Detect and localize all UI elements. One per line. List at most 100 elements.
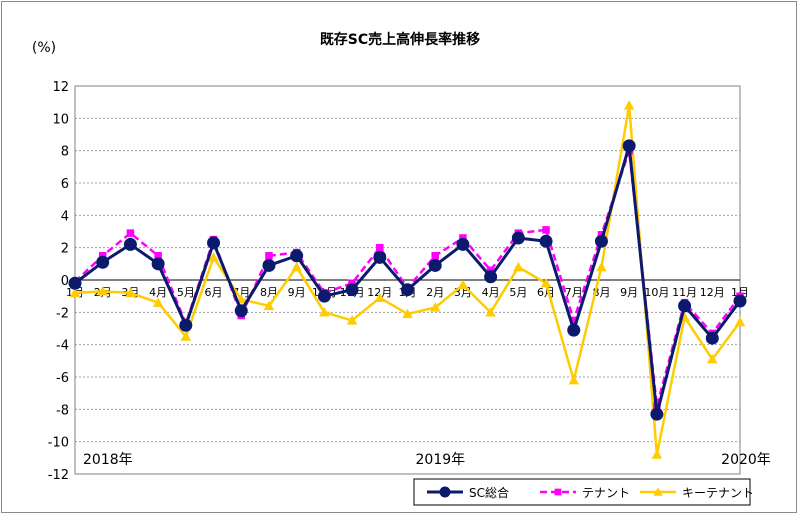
data-point bbox=[623, 100, 635, 110]
data-point bbox=[622, 139, 636, 153]
data-point bbox=[540, 277, 552, 288]
x-tick-label: 9月 bbox=[288, 286, 306, 299]
data-point bbox=[653, 487, 663, 496]
x-tick-label: 11月 bbox=[672, 286, 697, 299]
legend-label: テナント bbox=[582, 486, 630, 500]
y-tick-label: -10 bbox=[48, 436, 69, 451]
data-point bbox=[439, 486, 451, 498]
legend-entry: テナント bbox=[540, 486, 630, 500]
data-point bbox=[346, 315, 358, 325]
data-point bbox=[707, 353, 718, 364]
legend-entry: SC総合 bbox=[427, 485, 509, 500]
x-tick-label: 2月 bbox=[426, 286, 444, 299]
chart-title: 既存SC売上高伸長率推移 bbox=[320, 31, 480, 48]
x-tick-label: 10月 bbox=[644, 286, 669, 299]
data-point bbox=[511, 231, 525, 245]
x-tick-label: 6月 bbox=[205, 286, 223, 299]
series-2 bbox=[69, 100, 746, 459]
x-tick-label: 12月 bbox=[367, 286, 392, 299]
legend-label: キーテナント bbox=[682, 486, 754, 500]
data-point bbox=[457, 279, 469, 290]
data-point bbox=[567, 323, 581, 337]
data-point bbox=[485, 307, 496, 317]
data-point bbox=[594, 234, 608, 248]
x-tick-label: 6月 bbox=[537, 286, 555, 299]
data-point bbox=[69, 287, 81, 298]
data-point bbox=[705, 331, 719, 345]
x-tick-label: 12月 bbox=[700, 286, 725, 299]
data-point bbox=[428, 258, 442, 272]
data-point bbox=[345, 283, 359, 297]
year-label: 2020年 bbox=[721, 452, 771, 468]
y-tick-label: 4 bbox=[61, 209, 69, 224]
x-tick-label: 5月 bbox=[177, 286, 195, 299]
y-tick-label: -2 bbox=[56, 306, 69, 321]
series-line bbox=[74, 149, 742, 408]
data-point bbox=[513, 261, 524, 272]
data-point bbox=[733, 294, 747, 308]
data-point bbox=[179, 318, 193, 332]
data-point bbox=[651, 449, 663, 459]
series-lines bbox=[68, 100, 747, 459]
data-point bbox=[568, 374, 579, 385]
data-point bbox=[539, 234, 553, 248]
year-label: 2019年 bbox=[416, 452, 466, 468]
data-point bbox=[678, 299, 692, 313]
data-point bbox=[570, 316, 578, 325]
data-point bbox=[152, 297, 164, 307]
y-axis-label: (%) bbox=[32, 40, 56, 56]
y-tick-label: 12 bbox=[52, 80, 69, 95]
data-point bbox=[96, 255, 110, 269]
data-point bbox=[208, 252, 219, 262]
y-tick-label: -6 bbox=[56, 371, 69, 386]
data-point bbox=[151, 257, 165, 271]
x-tick-label: 8月 bbox=[260, 286, 278, 299]
y-tick-label: 0 bbox=[61, 274, 69, 289]
x-tick-label: 9月 bbox=[620, 286, 638, 299]
data-point bbox=[291, 261, 302, 272]
x-tick-label: 5月 bbox=[509, 286, 527, 299]
data-point bbox=[431, 252, 439, 260]
data-point bbox=[456, 237, 470, 251]
data-point bbox=[319, 307, 330, 317]
data-point bbox=[290, 249, 304, 263]
data-point bbox=[734, 316, 746, 327]
y-tick-label: -8 bbox=[56, 403, 69, 418]
data-point bbox=[180, 331, 192, 341]
data-point bbox=[596, 261, 607, 272]
legend-entry: キーテナント bbox=[640, 486, 754, 500]
data-point bbox=[650, 407, 664, 421]
legend-label: SC総合 bbox=[469, 485, 509, 500]
y-tick-label: 10 bbox=[52, 112, 69, 127]
data-point bbox=[317, 289, 331, 303]
data-point bbox=[373, 250, 387, 264]
x-tick-label: 7月 bbox=[565, 286, 583, 299]
data-point bbox=[154, 252, 162, 260]
data-point bbox=[265, 252, 273, 260]
y-tick-label: 6 bbox=[61, 177, 69, 192]
y-tick-label: -4 bbox=[56, 339, 69, 354]
data-point bbox=[484, 270, 498, 284]
data-point bbox=[125, 287, 136, 298]
series-0 bbox=[68, 139, 747, 421]
data-point bbox=[374, 292, 386, 302]
data-point bbox=[542, 226, 550, 234]
data-point bbox=[207, 236, 221, 250]
data-point bbox=[376, 243, 384, 252]
data-point bbox=[234, 304, 248, 318]
x-tick-label: 4月 bbox=[149, 286, 167, 299]
data-point bbox=[402, 308, 413, 319]
legend-box bbox=[413, 478, 751, 506]
year-label: 2018年 bbox=[83, 452, 133, 468]
y-tick-label: -12 bbox=[48, 468, 69, 483]
legend: SC総合 テナント キーテナント bbox=[413, 478, 754, 506]
y-tick-label: 2 bbox=[61, 242, 69, 257]
data-point bbox=[401, 283, 414, 297]
data-point bbox=[429, 302, 441, 312]
data-point bbox=[126, 229, 135, 237]
data-point bbox=[554, 488, 562, 496]
data-point bbox=[123, 237, 137, 251]
data-point bbox=[97, 286, 108, 296]
